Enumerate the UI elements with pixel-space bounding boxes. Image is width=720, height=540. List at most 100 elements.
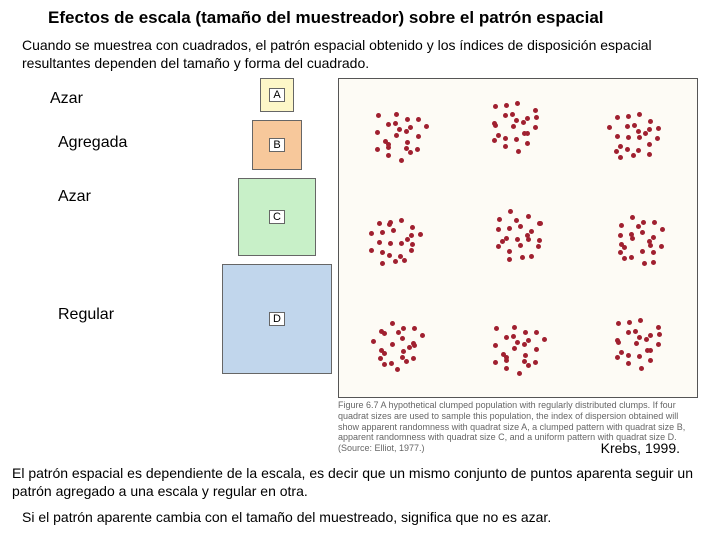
data-point bbox=[529, 254, 534, 259]
data-point bbox=[536, 244, 541, 249]
data-point bbox=[493, 360, 498, 365]
data-point bbox=[514, 118, 519, 123]
data-point bbox=[399, 241, 404, 246]
data-point bbox=[647, 239, 652, 244]
data-point bbox=[369, 231, 374, 236]
data-point bbox=[626, 361, 631, 366]
data-point bbox=[504, 103, 509, 108]
data-point bbox=[507, 226, 512, 231]
data-point bbox=[371, 339, 376, 344]
data-point bbox=[648, 358, 653, 363]
data-point bbox=[418, 232, 423, 237]
data-point bbox=[642, 261, 647, 266]
subtitle-text: Cuando se muestrea con cuadrados, el pat… bbox=[22, 36, 700, 72]
data-point bbox=[533, 360, 538, 365]
data-point bbox=[515, 237, 520, 242]
quadrat-label: D bbox=[269, 312, 285, 326]
data-point bbox=[525, 131, 530, 136]
quadrat-b: B bbox=[252, 120, 302, 170]
data-point bbox=[523, 353, 528, 358]
data-point bbox=[504, 335, 509, 340]
data-point bbox=[420, 333, 425, 338]
data-point bbox=[533, 125, 538, 130]
data-point bbox=[636, 224, 641, 229]
data-point bbox=[537, 238, 542, 243]
citation-text: Krebs, 1999. bbox=[601, 440, 680, 456]
data-point bbox=[618, 144, 623, 149]
data-point bbox=[618, 155, 623, 160]
data-point bbox=[503, 113, 508, 118]
data-point bbox=[517, 371, 522, 376]
data-point bbox=[409, 233, 414, 238]
data-point bbox=[615, 134, 620, 139]
data-point bbox=[387, 222, 392, 227]
data-point bbox=[525, 116, 530, 121]
data-point bbox=[640, 249, 645, 254]
data-point bbox=[510, 112, 515, 117]
data-point bbox=[534, 347, 539, 352]
quadrat-a: A bbox=[260, 78, 294, 112]
data-point bbox=[380, 250, 385, 255]
label-c: Azar bbox=[58, 188, 91, 206]
data-point bbox=[647, 142, 652, 147]
data-point bbox=[652, 220, 657, 225]
data-point bbox=[496, 244, 501, 249]
data-point bbox=[529, 229, 534, 234]
data-point bbox=[405, 117, 410, 122]
paragraph-1: El patrón espacial es dependiente de la … bbox=[12, 464, 708, 500]
data-point bbox=[526, 338, 531, 343]
data-point bbox=[396, 330, 401, 335]
data-point bbox=[508, 209, 513, 214]
data-point bbox=[401, 326, 406, 331]
data-point bbox=[493, 123, 498, 128]
data-point bbox=[647, 152, 652, 157]
data-point bbox=[496, 227, 501, 232]
data-point bbox=[415, 147, 420, 152]
data-point bbox=[492, 138, 497, 143]
data-point bbox=[511, 124, 516, 129]
quadrat-label: B bbox=[269, 138, 284, 152]
data-point bbox=[512, 325, 517, 330]
scatter-plot bbox=[338, 78, 698, 398]
data-point bbox=[416, 134, 421, 139]
data-point bbox=[503, 144, 508, 149]
data-point bbox=[386, 142, 391, 147]
data-point bbox=[618, 233, 623, 238]
data-point bbox=[637, 112, 642, 117]
data-point bbox=[616, 321, 621, 326]
data-point bbox=[391, 228, 396, 233]
data-point bbox=[390, 342, 395, 347]
data-point bbox=[494, 326, 499, 331]
data-point bbox=[626, 114, 631, 119]
data-point bbox=[405, 140, 410, 145]
data-point bbox=[625, 147, 630, 152]
data-point bbox=[393, 121, 398, 126]
quadrat-c: C bbox=[238, 178, 316, 256]
data-point bbox=[387, 253, 392, 258]
data-point bbox=[619, 223, 624, 228]
data-point bbox=[394, 112, 399, 117]
data-point bbox=[631, 153, 636, 158]
data-point bbox=[637, 335, 642, 340]
data-point bbox=[408, 150, 413, 155]
data-point bbox=[632, 123, 637, 128]
data-point bbox=[511, 334, 516, 339]
data-point bbox=[542, 337, 547, 342]
page-title: Efectos de escala (tamaño del muestreado… bbox=[48, 8, 720, 28]
data-point bbox=[637, 354, 642, 359]
data-point bbox=[641, 220, 646, 225]
data-point bbox=[629, 255, 634, 260]
data-point bbox=[634, 341, 639, 346]
data-point bbox=[512, 346, 517, 351]
data-point bbox=[410, 242, 415, 247]
data-point bbox=[607, 125, 612, 130]
data-point bbox=[412, 326, 417, 331]
data-point bbox=[380, 230, 385, 235]
data-point bbox=[389, 361, 394, 366]
data-point bbox=[514, 218, 519, 223]
data-point bbox=[493, 104, 498, 109]
data-point bbox=[518, 243, 523, 248]
data-point bbox=[394, 133, 399, 138]
data-point bbox=[493, 343, 498, 348]
data-point bbox=[399, 158, 404, 163]
